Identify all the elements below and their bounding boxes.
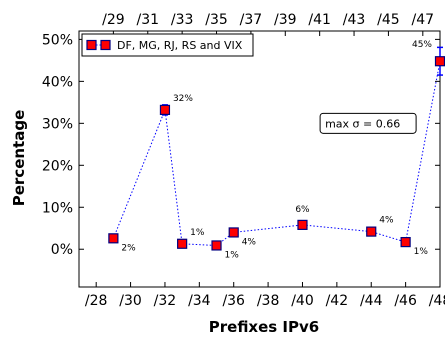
x-tick-label: /30 bbox=[119, 293, 142, 309]
top-tick-label: /39 bbox=[274, 12, 297, 28]
data-label: 1% bbox=[414, 247, 429, 257]
data-point bbox=[211, 240, 222, 251]
x-tick-label: /42 bbox=[326, 293, 349, 309]
data-point bbox=[434, 56, 445, 67]
x-tick-label: /46 bbox=[394, 293, 417, 309]
top-tick-label: /29 bbox=[102, 12, 125, 28]
x-tick-label: /44 bbox=[360, 293, 383, 309]
legend-marker bbox=[100, 39, 111, 51]
top-tick-label: /31 bbox=[136, 12, 159, 28]
data-label: 4% bbox=[379, 216, 394, 226]
top-tick-label: /41 bbox=[308, 12, 331, 28]
data-label: 2% bbox=[121, 243, 136, 253]
data-label: 6% bbox=[295, 205, 310, 215]
x-axis-title: Prefixes IPv6 bbox=[209, 318, 319, 336]
top-tick-label: /33 bbox=[171, 12, 194, 28]
x-tick-label: /38 bbox=[257, 293, 280, 309]
x-tick-label: /28 bbox=[85, 293, 108, 309]
data-point bbox=[228, 227, 239, 238]
legend-marker bbox=[86, 39, 97, 51]
top-tick-label: /35 bbox=[205, 12, 228, 28]
annotation-box bbox=[319, 112, 417, 134]
data-point bbox=[400, 236, 411, 248]
y-tick-label: 30% bbox=[42, 116, 73, 132]
x-tick-label: /48 bbox=[429, 293, 445, 309]
data-point bbox=[108, 233, 119, 244]
data-point bbox=[159, 104, 171, 115]
top-tick-label: /43 bbox=[343, 12, 366, 28]
annotation-text: max σ = 0.66 bbox=[325, 117, 400, 130]
top-tick-label: /37 bbox=[240, 12, 263, 28]
data-label: 32% bbox=[173, 94, 193, 104]
x-tick-label: /36 bbox=[222, 293, 245, 309]
top-tick-label: /47 bbox=[412, 12, 435, 28]
legend-box bbox=[81, 33, 254, 57]
y-tick-label: 50% bbox=[42, 32, 73, 48]
y-tick-label: 40% bbox=[42, 74, 73, 90]
plot-frame bbox=[78, 30, 441, 288]
top-tick-label: /45 bbox=[377, 12, 400, 28]
y-axis-title: Percentage bbox=[10, 110, 28, 207]
data-point bbox=[366, 226, 377, 237]
data-label: 45% bbox=[412, 40, 432, 50]
data-label: 1% bbox=[190, 228, 205, 238]
data-label: 4% bbox=[242, 237, 257, 247]
legend-label: DF, MG, RJ, RS and VIX bbox=[117, 39, 243, 52]
y-tick-label: 0% bbox=[51, 242, 73, 258]
data-point bbox=[177, 238, 188, 249]
y-tick-label: 20% bbox=[42, 158, 73, 174]
x-tick-label: /40 bbox=[291, 293, 314, 309]
x-tick-label: /34 bbox=[188, 293, 211, 309]
data-point bbox=[297, 219, 308, 230]
y-tick-label: 10% bbox=[42, 200, 73, 216]
data-label: 1% bbox=[225, 250, 240, 260]
x-tick-label: /32 bbox=[154, 293, 177, 309]
